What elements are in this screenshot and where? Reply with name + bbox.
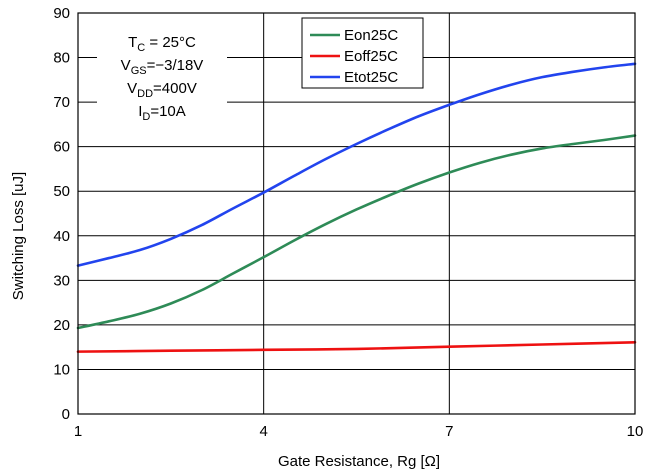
y-tick-label: 90: [53, 5, 70, 22]
y-axis-ticks: 0 10 20 30 40 50 60 70 80 90: [53, 5, 70, 423]
condition-text: TC = 25°C: [128, 34, 196, 54]
condition-text: VGS=−3/18V: [121, 57, 204, 77]
condition-text: ID=10A: [138, 103, 186, 123]
x-tick-label: 4: [259, 423, 267, 440]
x-tick-label: 1: [74, 423, 82, 440]
y-tick-label: 50: [53, 183, 70, 200]
plot-frame: [77, 12, 636, 415]
series-line-etot25c: [76, 62, 637, 267]
series-line-eoff25c: [76, 340, 637, 353]
legend: Eon25C Eoff25C Etot25C: [301, 17, 424, 89]
x-tick-label: 10: [627, 423, 644, 440]
legend-label: Etot25C: [344, 69, 398, 86]
y-tick-label: 20: [53, 317, 70, 334]
legend-label: Eoff25C: [344, 48, 398, 65]
x-axis-ticks: 1 4 7 10: [74, 423, 644, 440]
y-tick-label: 60: [53, 139, 70, 156]
series-lines: [76, 62, 637, 353]
x-axis-label: Gate Resistance, Rg [Ω]: [278, 453, 440, 470]
y-axis-label: Switching Loss [uJ]: [10, 172, 27, 300]
legend-label: Eon25C: [344, 27, 398, 44]
series-line-eon25c: [76, 134, 637, 330]
condition-text: VDD=400V: [127, 80, 197, 100]
y-tick-label: 30: [53, 272, 70, 289]
conditions-annotation: TC = 25°C VGS=−3/18V VDD=400V ID=10A: [97, 24, 227, 126]
y-tick-label: 80: [53, 50, 70, 67]
y-tick-label: 10: [53, 361, 70, 378]
y-tick-label: 70: [53, 94, 70, 111]
y-tick-label: 0: [62, 406, 70, 423]
x-tick-label: 7: [445, 423, 453, 440]
y-tick-label: 40: [53, 228, 70, 245]
